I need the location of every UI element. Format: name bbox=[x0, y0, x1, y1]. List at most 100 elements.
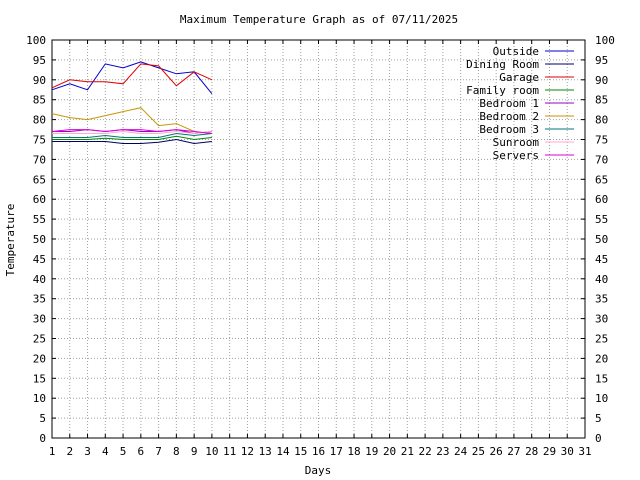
series-line-bedroom-2 bbox=[51, 107, 212, 134]
legend-label: Garage bbox=[499, 71, 539, 84]
y-tick-label-right: 25 bbox=[595, 333, 608, 346]
series-line-bedroom-1 bbox=[52, 129, 212, 135]
y-tick-label-right: 50 bbox=[595, 233, 608, 246]
y-tick-label-right: 35 bbox=[595, 293, 608, 306]
chart-title: Maximum Temperature Graph as of 07/11/20… bbox=[180, 13, 458, 26]
x-tick-label: 1 bbox=[49, 445, 56, 458]
x-tick-label: 13 bbox=[259, 445, 272, 458]
legend-label: Outside bbox=[493, 45, 539, 58]
y-tick-label-right: 45 bbox=[595, 253, 608, 266]
x-tick-label: 3 bbox=[84, 445, 91, 458]
y-tick-label-right: 40 bbox=[595, 273, 608, 286]
x-tick-label: 7 bbox=[155, 445, 162, 458]
y-axis-label: Temperature bbox=[4, 204, 17, 277]
legend-label: Bedroom 1 bbox=[479, 97, 539, 110]
series-line-family-room bbox=[52, 135, 212, 141]
x-tick-label: 22 bbox=[418, 445, 431, 458]
x-tick-label: 6 bbox=[138, 445, 145, 458]
x-axis-label: Days bbox=[305, 464, 332, 477]
y-tick-label-right: 80 bbox=[595, 114, 608, 127]
y-tick-label-right: 20 bbox=[595, 352, 608, 365]
x-tick-label: 14 bbox=[276, 445, 290, 458]
y-tick-label: 60 bbox=[33, 193, 46, 206]
y-tick-label: 55 bbox=[33, 213, 46, 226]
y-tick-label-right: 100 bbox=[595, 34, 615, 47]
series-line-dining-room bbox=[52, 138, 212, 145]
x-tick-label: 28 bbox=[525, 445, 538, 458]
x-tick-label: 30 bbox=[561, 445, 574, 458]
y-tick-label: 70 bbox=[33, 153, 46, 166]
legend-label: Bedroom 3 bbox=[479, 123, 539, 136]
x-tick-labels: 1 2 3 4 5 6 7 8 9 10 11 12 13 14 15 16 17 18 19 20 21 22 23 24 2… bbox=[49, 445, 592, 458]
x-tick-label: 5 bbox=[120, 445, 127, 458]
legend-label: Dining Room bbox=[466, 58, 539, 71]
y-tick-label: 30 bbox=[33, 313, 46, 326]
y-tick-label-right: 70 bbox=[595, 153, 608, 166]
x-tick-label: 18 bbox=[347, 445, 360, 458]
y-tick-label: 20 bbox=[33, 352, 46, 365]
y-tick-label-right: 75 bbox=[595, 134, 608, 147]
y-tick-label: 50 bbox=[33, 233, 46, 246]
y-tick-label: 40 bbox=[33, 273, 46, 286]
y-tick-label: 35 bbox=[33, 293, 46, 306]
y-tick-label: 15 bbox=[33, 372, 46, 385]
y-tick-label-right: 5 bbox=[595, 412, 602, 425]
legend-label: Sunroom bbox=[493, 136, 540, 149]
x-tick-label: 8 bbox=[173, 445, 180, 458]
x-tick-label: 31 bbox=[578, 445, 591, 458]
y-tick-label-right: 60 bbox=[595, 193, 608, 206]
x-tick-label: 26 bbox=[490, 445, 503, 458]
x-tick-label: 23 bbox=[436, 445, 449, 458]
x-tick-label: 29 bbox=[543, 445, 556, 458]
x-tick-label: 27 bbox=[507, 445, 520, 458]
y-tick-label: 65 bbox=[33, 173, 46, 186]
y-tick-label-right: 90 bbox=[595, 74, 608, 87]
x-tick-label: 11 bbox=[223, 445, 236, 458]
series-line-outside bbox=[51, 61, 213, 95]
y-tick-label: 85 bbox=[33, 94, 46, 107]
y-tick-label-right: 95 bbox=[595, 54, 608, 67]
y-tick-label: 80 bbox=[33, 114, 46, 127]
y-tick-label-right: 15 bbox=[595, 372, 608, 385]
y-tick-label: 95 bbox=[33, 54, 46, 67]
grid-lines bbox=[52, 40, 585, 438]
x-tick-label: 17 bbox=[330, 445, 343, 458]
y-tick-label-right: 30 bbox=[595, 313, 608, 326]
axis-ticks bbox=[51, 39, 586, 439]
series-lines bbox=[51, 61, 213, 145]
y-tick-label: 100 bbox=[26, 34, 46, 47]
x-tick-label: 19 bbox=[365, 445, 378, 458]
x-tick-label: 9 bbox=[191, 445, 198, 458]
y-tick-label: 90 bbox=[33, 74, 46, 87]
x-tick-label: 15 bbox=[294, 445, 307, 458]
x-tick-label: 24 bbox=[454, 445, 468, 458]
x-tick-label: 21 bbox=[401, 445, 414, 458]
legend-label: Bedroom 2 bbox=[479, 110, 539, 123]
y-tick-labels-right: 0 5 10 15 20 25 30 35 40 45 50 55 60 65 70 75 80 85 90 95 10… bbox=[595, 34, 615, 445]
x-tick-label: 25 bbox=[472, 445, 485, 458]
y-tick-label-right: 85 bbox=[595, 94, 608, 107]
y-tick-label: 25 bbox=[33, 333, 46, 346]
y-tick-label: 75 bbox=[33, 134, 46, 147]
series-line-servers bbox=[51, 129, 212, 134]
series-line-bedroom-3 bbox=[52, 132, 212, 138]
x-tick-label: 20 bbox=[383, 445, 396, 458]
x-tick-label: 16 bbox=[312, 445, 325, 458]
x-tick-label: 4 bbox=[102, 445, 109, 458]
x-tick-label: 12 bbox=[241, 445, 254, 458]
y-tick-label: 0 bbox=[39, 432, 46, 445]
x-tick-label: 2 bbox=[66, 445, 73, 458]
y-tick-label-right: 55 bbox=[595, 213, 608, 226]
y-tick-label: 10 bbox=[33, 392, 46, 405]
legend-label: Family room bbox=[466, 84, 539, 97]
y-tick-label: 5 bbox=[39, 412, 46, 425]
series-line-garage bbox=[51, 63, 213, 89]
y-tick-label: 45 bbox=[33, 253, 46, 266]
y-tick-label-right: 0 bbox=[595, 432, 602, 445]
y-tick-labels-left: 0 5 10 15 20 25 30 35 40 45 50 55 60 65 70 75 80 85 90 95 10… bbox=[26, 34, 46, 445]
series-line-sunroom bbox=[52, 130, 212, 135]
x-tick-label: 10 bbox=[205, 445, 218, 458]
legend-label: Servers bbox=[493, 149, 539, 162]
